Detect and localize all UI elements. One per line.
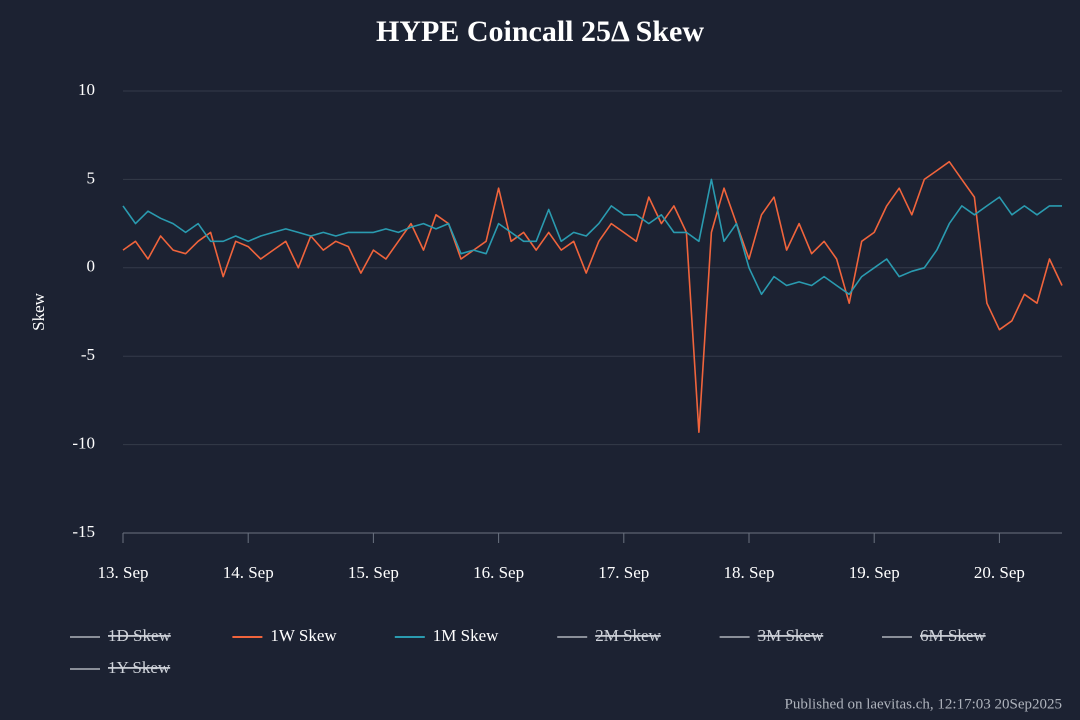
x-tick-label: 20. Sep <box>974 563 1025 582</box>
legend-entry[interactable]: 6M Skew <box>920 626 986 645</box>
y-axis-label: Skew <box>29 292 48 331</box>
x-tick-label: 13. Sep <box>98 563 149 582</box>
footer: Published on laevitas.ch, 12:17:03 20Sep… <box>785 696 1062 712</box>
legend-entry[interactable]: 1D Skew <box>108 626 172 645</box>
legend-entry[interactable]: 3M Skew <box>758 626 824 645</box>
series-line <box>122 178 1062 296</box>
x-tick-label: 15. Sep <box>348 563 399 582</box>
y-tick-label: -15 <box>72 522 95 541</box>
y-tick-label: 0 <box>87 257 96 276</box>
legend-entry[interactable]: 2M Skew <box>595 626 661 645</box>
legend-entry[interactable]: 1Y Skew <box>108 658 171 677</box>
x-tick-label: 19. Sep <box>849 563 900 582</box>
legend-entry[interactable]: 1W Skew <box>270 626 337 645</box>
x-tick-label: 18. Sep <box>724 563 775 582</box>
y-tick-label: -10 <box>72 434 95 453</box>
x-tick-label: 17. Sep <box>598 563 649 582</box>
y-tick-label: 10 <box>78 80 95 99</box>
y-tick-label: -5 <box>81 345 95 364</box>
series-line <box>122 160 1063 433</box>
legend-entry[interactable]: 1M Skew <box>433 626 499 645</box>
chart-title: HYPE Coincall 25Δ Skew <box>376 15 704 48</box>
x-tick-label: 16. Sep <box>473 563 524 582</box>
y-tick-label: 5 <box>87 168 96 187</box>
x-tick-label: 14. Sep <box>223 563 274 582</box>
